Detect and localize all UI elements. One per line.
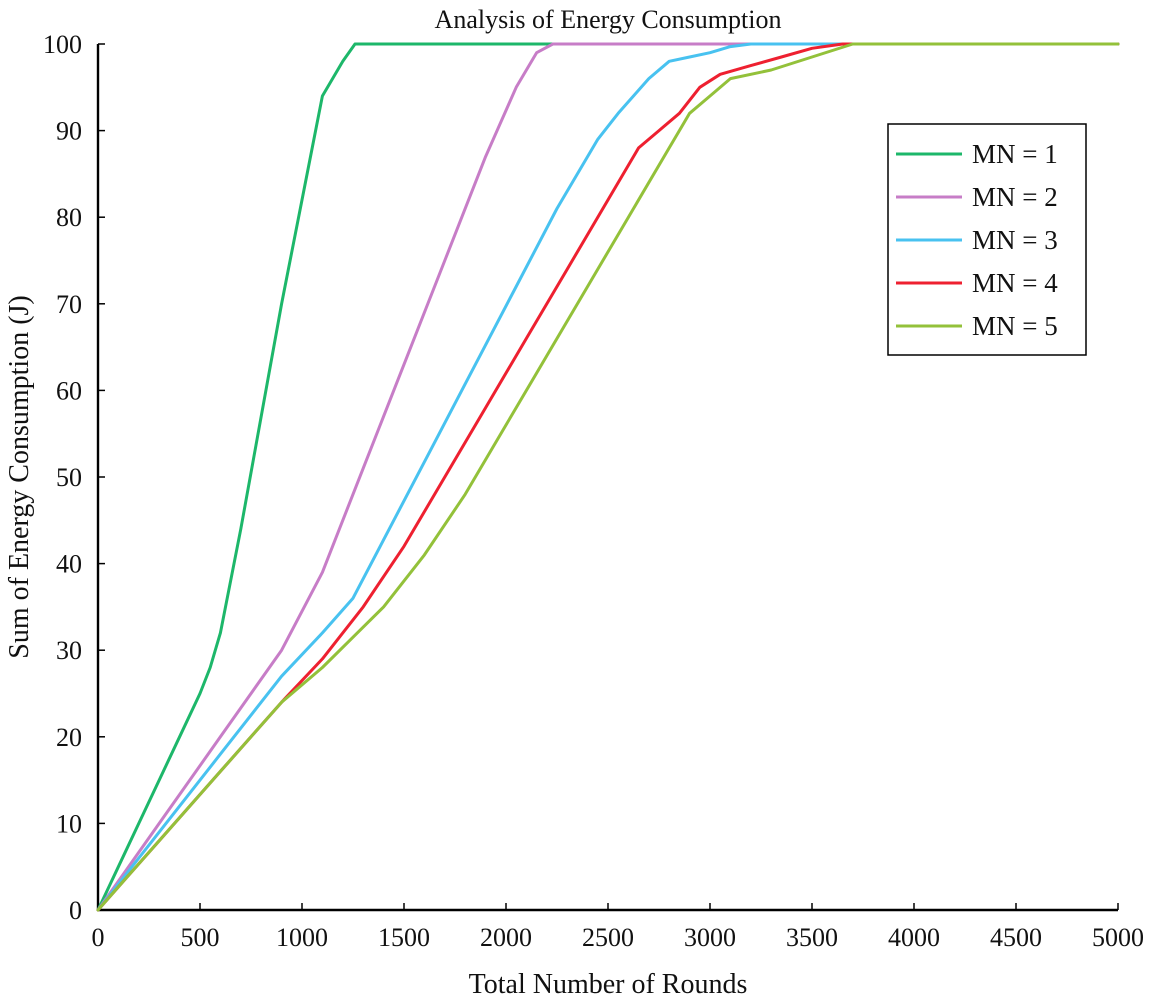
y-tick-label: 70 (56, 290, 82, 319)
legend: MN = 1 MN = 2 MN = 3 MN = 4 MN = 5 (887, 123, 1087, 356)
y-tick-label: 80 (56, 203, 82, 232)
x-tick-label: 3000 (684, 923, 736, 952)
y-tick-label: 0 (69, 896, 82, 925)
y-tick-label: 90 (56, 117, 82, 146)
y-tick-label: 50 (56, 463, 82, 492)
y-tick-label: 40 (56, 550, 82, 579)
y-tick-label: 10 (56, 809, 82, 838)
legend-label-mn-3: MN = 3 (972, 225, 1058, 255)
y-axis-ticks: 0 10 20 30 40 50 60 70 80 90 100 (43, 30, 105, 925)
x-tick-label: 1000 (276, 923, 328, 952)
x-tick-label: 500 (181, 923, 220, 952)
series-line-mn-1 (96, 42, 1120, 912)
series-line-mn-2 (96, 42, 1120, 912)
x-tick-label: 2000 (480, 923, 532, 952)
legend-label-mn-2: MN = 2 (972, 182, 1058, 212)
x-tick-label: 3500 (786, 923, 838, 952)
x-axis-label: Total Number of Rounds (469, 969, 748, 1000)
y-tick-label: 100 (43, 30, 82, 59)
legend-label-mn-4: MN = 4 (972, 268, 1058, 298)
y-axis-label: Sum of Energy Consumption (J) (4, 295, 35, 658)
x-axis-ticks: 0 500 1000 1500 2000 2500 3000 3500 4000 4500 5000 (92, 903, 1144, 952)
y-tick-label: 60 (56, 376, 82, 405)
x-tick-label: 4000 (888, 923, 940, 952)
x-tick-label: 5000 (1092, 923, 1144, 952)
y-tick-label: 20 (56, 723, 82, 752)
y-tick-label: 30 (56, 636, 82, 665)
legend-label-mn-5: MN = 5 (972, 311, 1058, 341)
x-tick-label: 1500 (378, 923, 430, 952)
series-line-mn-5 (96, 42, 1120, 912)
x-tick-label: 4500 (990, 923, 1042, 952)
legend-label-mn-1: MN = 1 (972, 139, 1058, 169)
series-line-mn-3 (96, 42, 1120, 912)
chart-title: Analysis of Energy Consumption (435, 5, 782, 34)
x-tick-label: 0 (92, 923, 105, 952)
series-line-mn-4 (96, 42, 1120, 912)
x-tick-label: 2500 (582, 923, 634, 952)
series-lines (96, 42, 1120, 912)
